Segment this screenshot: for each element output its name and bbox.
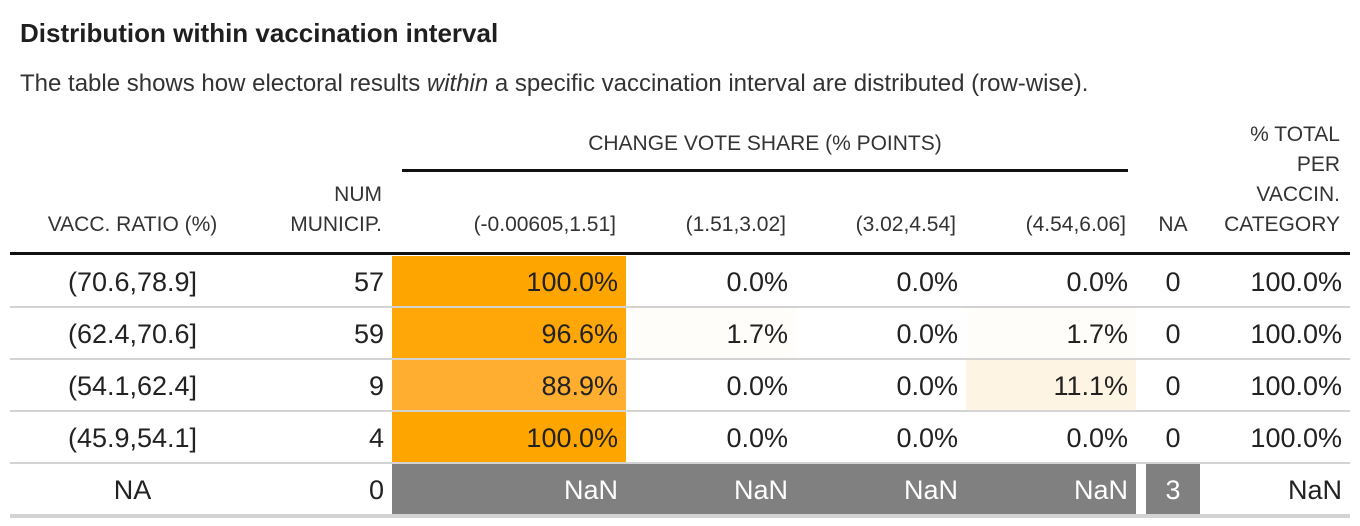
column-header-bin-4: (4.54,6.06] bbox=[1025, 213, 1126, 236]
cell-na: 0 bbox=[1146, 412, 1200, 462]
cell-c1: NaN bbox=[392, 464, 626, 514]
cell-c2: 0.0% bbox=[626, 256, 796, 306]
table-row: (70.6,78.9] 57 100.0% 0.0% 0.0% 0.0% 0 100.0% bbox=[10, 256, 1350, 306]
cell-c3: 0.0% bbox=[796, 256, 966, 306]
column-spanner-label: CHANGE VOTE SHARE (% POINTS) bbox=[588, 132, 942, 155]
cell-c1: 100.0% bbox=[392, 256, 626, 306]
cell-c1: 100.0% bbox=[392, 412, 626, 462]
cell-c4: 1.7% bbox=[966, 308, 1136, 358]
cell-c4: NaN bbox=[966, 464, 1136, 514]
cell-c2: 0.0% bbox=[626, 412, 796, 462]
cell-c3: 0.0% bbox=[796, 308, 966, 358]
column-header-num-municip: NUM MUNICIP. bbox=[255, 180, 382, 240]
table-row: (45.9,54.1] 4 100.0% 0.0% 0.0% 0.0% 0 100.0% bbox=[10, 412, 1350, 462]
cell-c3: 0.0% bbox=[796, 360, 966, 410]
row-divider bbox=[10, 410, 1350, 412]
cell-c4: 11.1% bbox=[966, 360, 1136, 410]
cell-na: 0 bbox=[1146, 308, 1200, 358]
cell-vacc: (45.9,54.1] bbox=[67, 423, 198, 453]
table-title: Distribution within vaccination interval bbox=[20, 18, 499, 48]
cell-num: 0 bbox=[368, 475, 384, 505]
cell-num: 4 bbox=[368, 423, 384, 453]
column-spanner-rule bbox=[402, 169, 1128, 172]
column-header-total-line-2: PER bbox=[1296, 153, 1340, 176]
cell-c2: 1.7% bbox=[626, 308, 796, 358]
cell-num: 9 bbox=[368, 371, 384, 401]
table-row: (54.1,62.4] 9 88.9% 0.0% 0.0% 11.1% 0 100.0% bbox=[10, 360, 1350, 410]
subtitle-text-2: a specific vaccination interval are dist… bbox=[488, 70, 1089, 97]
column-header-total-line-3: VACCIN. bbox=[1256, 183, 1340, 206]
column-header-total-line-1: % TOTAL bbox=[1250, 123, 1340, 146]
cell-na: 0 bbox=[1146, 256, 1200, 306]
table-bottom-rule bbox=[10, 514, 1350, 518]
column-header-bin-3: (3.02,4.54] bbox=[855, 213, 956, 236]
cell-c3: NaN bbox=[796, 464, 966, 514]
column-header-total: % TOTAL PER VACCIN. CATEGORY bbox=[1200, 120, 1340, 240]
cell-c4: 0.0% bbox=[966, 412, 1136, 462]
column-header-vacc-ratio: VACC. RATIO (%) bbox=[47, 213, 218, 236]
cell-total: 100.0% bbox=[1250, 319, 1342, 349]
cell-total: NaN bbox=[1287, 475, 1342, 505]
cell-c2: NaN bbox=[626, 464, 796, 514]
column-header-num-line-2: MUNICIP. bbox=[290, 213, 382, 236]
column-header-bin-1: (-0.00605,1.51] bbox=[473, 213, 616, 236]
cell-vacc: (62.4,70.6] bbox=[67, 319, 198, 349]
table-row: NA 0 NaN NaN NaN NaN 3 NaN bbox=[10, 464, 1350, 514]
cell-num: 59 bbox=[353, 319, 384, 349]
cell-na: 0 bbox=[1146, 360, 1200, 410]
row-divider bbox=[10, 462, 1350, 464]
cell-total: 100.0% bbox=[1250, 371, 1342, 401]
cell-na: 3 bbox=[1146, 464, 1200, 514]
cell-vacc: NA bbox=[113, 475, 152, 505]
cell-c1: 96.6% bbox=[392, 308, 626, 358]
cell-vacc: (70.6,78.9] bbox=[67, 267, 198, 297]
cell-total: 100.0% bbox=[1250, 423, 1342, 453]
table-subtitle: The table shows how electoral results wi… bbox=[20, 70, 1088, 98]
cell-c4: 0.0% bbox=[966, 256, 1136, 306]
cell-c1: 88.9% bbox=[392, 360, 626, 410]
cell-num: 57 bbox=[353, 267, 384, 297]
subtitle-emphasis: within bbox=[426, 70, 489, 97]
subtitle-text-1: The table shows how electoral results bbox=[20, 70, 427, 97]
cell-vacc: (54.1,62.4] bbox=[67, 371, 198, 401]
row-divider bbox=[10, 358, 1350, 360]
cell-total: 100.0% bbox=[1250, 267, 1342, 297]
cell-c3: 0.0% bbox=[796, 412, 966, 462]
cell-c2: 0.0% bbox=[626, 360, 796, 410]
column-header-bin-2: (1.51,3.02] bbox=[685, 213, 786, 236]
column-header-na: NA bbox=[1158, 213, 1188, 236]
row-divider bbox=[10, 306, 1350, 308]
table-row: (62.4,70.6] 59 96.6% 1.7% 0.0% 1.7% 0 100.0% bbox=[10, 308, 1350, 358]
column-header-num-line-1: NUM bbox=[334, 183, 382, 206]
column-header-total-line-4: CATEGORY bbox=[1224, 213, 1340, 236]
header-rule bbox=[10, 252, 1350, 255]
